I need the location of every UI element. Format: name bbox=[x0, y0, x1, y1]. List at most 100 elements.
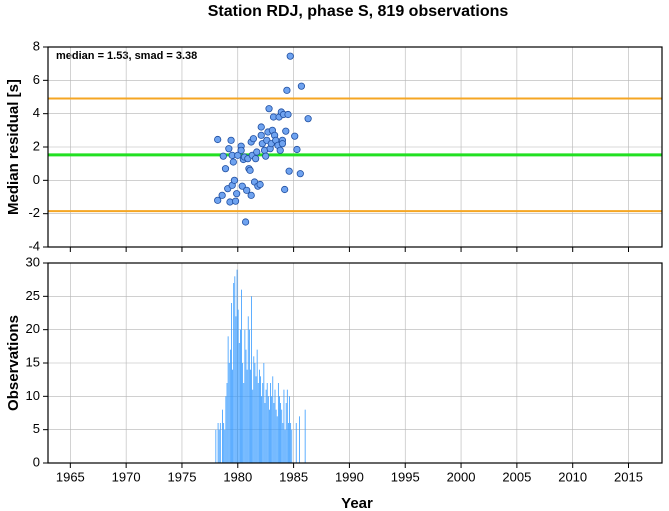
y-tick-label: 0 bbox=[33, 454, 40, 469]
point bbox=[214, 196, 222, 204]
bar bbox=[238, 343, 240, 463]
bar bbox=[269, 409, 270, 463]
x-tick-label: 1975 bbox=[168, 469, 197, 484]
bar bbox=[243, 383, 245, 463]
annotation: median = 1.53, smad = 3.38 bbox=[56, 50, 197, 62]
y-tick-label: 5 bbox=[33, 421, 40, 436]
x-tick-label: 1990 bbox=[335, 469, 364, 484]
point bbox=[296, 170, 304, 178]
point bbox=[231, 197, 240, 205]
y-axis-label: Median residual [s] bbox=[5, 79, 22, 215]
x-tick-label: 1995 bbox=[391, 469, 420, 484]
point bbox=[214, 135, 222, 144]
panel: 1965 1970 1975 1980 1985 1990 1995 2000 2005 2010… bbox=[26, 254, 663, 484]
bar bbox=[231, 303, 232, 463]
point bbox=[233, 190, 241, 198]
bar bbox=[274, 389, 276, 463]
plot-frame bbox=[47, 46, 663, 248]
bar bbox=[264, 403, 266, 463]
bar bbox=[244, 329, 246, 463]
y-tick-label: 20 bbox=[26, 321, 40, 336]
bar bbox=[233, 283, 235, 463]
plot-frame bbox=[47, 262, 663, 464]
y-tick-label: 30 bbox=[26, 254, 40, 269]
bar bbox=[289, 396, 290, 463]
bar bbox=[228, 363, 230, 463]
bar bbox=[263, 363, 265, 463]
bar bbox=[299, 416, 300, 463]
bar bbox=[284, 429, 286, 463]
point bbox=[229, 158, 237, 166]
point bbox=[252, 155, 260, 163]
bar bbox=[290, 423, 292, 463]
point bbox=[286, 52, 294, 60]
bar bbox=[260, 376, 261, 463]
bar bbox=[285, 403, 287, 463]
point bbox=[218, 191, 226, 199]
x-tick-label: 2015 bbox=[614, 469, 643, 484]
bar bbox=[261, 396, 263, 463]
bar bbox=[232, 369, 233, 463]
bar bbox=[251, 296, 252, 463]
point bbox=[285, 167, 293, 175]
point bbox=[282, 127, 290, 135]
bar bbox=[270, 383, 271, 463]
bar bbox=[224, 429, 226, 463]
chart-title: Station RDJ, phase S, 819 observations bbox=[208, 3, 509, 20]
bar bbox=[281, 409, 283, 463]
bar bbox=[267, 396, 269, 463]
point bbox=[291, 132, 299, 140]
bar bbox=[286, 389, 288, 463]
bar bbox=[254, 363, 256, 463]
y-tick-label: 4 bbox=[33, 105, 40, 120]
bar bbox=[235, 316, 237, 463]
point bbox=[297, 82, 306, 90]
point bbox=[257, 131, 265, 139]
y-axis-label: Observations bbox=[5, 315, 22, 411]
x-tick-label: 1970 bbox=[112, 469, 141, 484]
y-tick-label: 0 bbox=[33, 172, 40, 187]
y-tick-label: 2 bbox=[33, 138, 40, 153]
bar bbox=[275, 409, 277, 463]
bar bbox=[250, 369, 251, 463]
bar bbox=[236, 269, 238, 463]
bar bbox=[271, 396, 273, 463]
bar bbox=[272, 376, 274, 463]
bar bbox=[253, 356, 255, 463]
bar bbox=[215, 429, 217, 463]
point bbox=[219, 152, 227, 160]
point bbox=[257, 123, 265, 131]
point bbox=[227, 136, 235, 144]
bar bbox=[248, 329, 250, 463]
point bbox=[234, 151, 242, 159]
bar bbox=[227, 336, 229, 463]
bar bbox=[223, 423, 225, 463]
bar bbox=[219, 423, 221, 463]
bar bbox=[257, 383, 259, 463]
point bbox=[283, 86, 291, 94]
bar bbox=[276, 416, 278, 463]
point bbox=[256, 180, 264, 189]
point bbox=[262, 152, 270, 160]
bar bbox=[258, 369, 260, 463]
bar bbox=[279, 396, 280, 463]
point bbox=[237, 146, 245, 154]
bar bbox=[218, 429, 220, 463]
bar bbox=[262, 383, 264, 463]
point bbox=[278, 140, 287, 148]
bar bbox=[234, 276, 236, 463]
point bbox=[247, 191, 255, 199]
bar bbox=[304, 409, 306, 463]
point bbox=[249, 135, 258, 143]
point bbox=[304, 115, 312, 123]
bar bbox=[229, 349, 231, 463]
point bbox=[284, 110, 292, 119]
bar bbox=[217, 423, 219, 463]
point bbox=[221, 165, 230, 173]
point bbox=[281, 185, 289, 194]
y-tick-label: -4 bbox=[28, 238, 40, 253]
bar bbox=[247, 316, 249, 463]
bar bbox=[256, 349, 258, 463]
bar bbox=[242, 363, 244, 463]
